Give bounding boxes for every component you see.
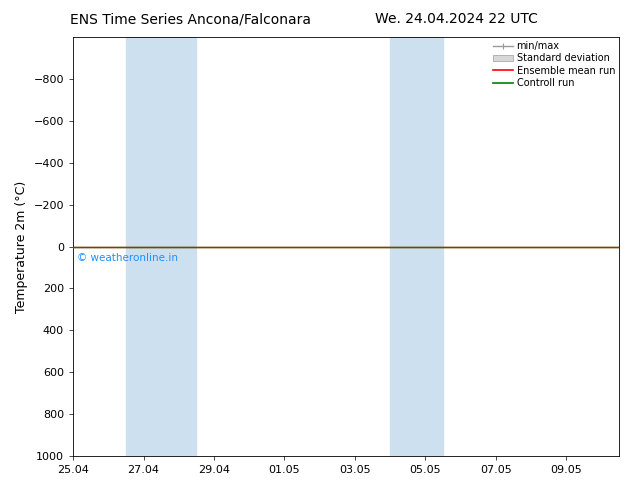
Y-axis label: Temperature 2m (°C): Temperature 2m (°C) [15,180,28,313]
Bar [390,37,443,456]
Text: We. 24.04.2024 22 UTC: We. 24.04.2024 22 UTC [375,12,538,26]
Text: © weatheronline.in: © weatheronline.in [77,253,178,263]
Legend: min/max, Standard deviation, Ensemble mean run, Controll run: min/max, Standard deviation, Ensemble me… [491,39,617,90]
Text: ENS Time Series Ancona/Falconara: ENS Time Series Ancona/Falconara [70,12,311,26]
Bar [126,37,197,456]
